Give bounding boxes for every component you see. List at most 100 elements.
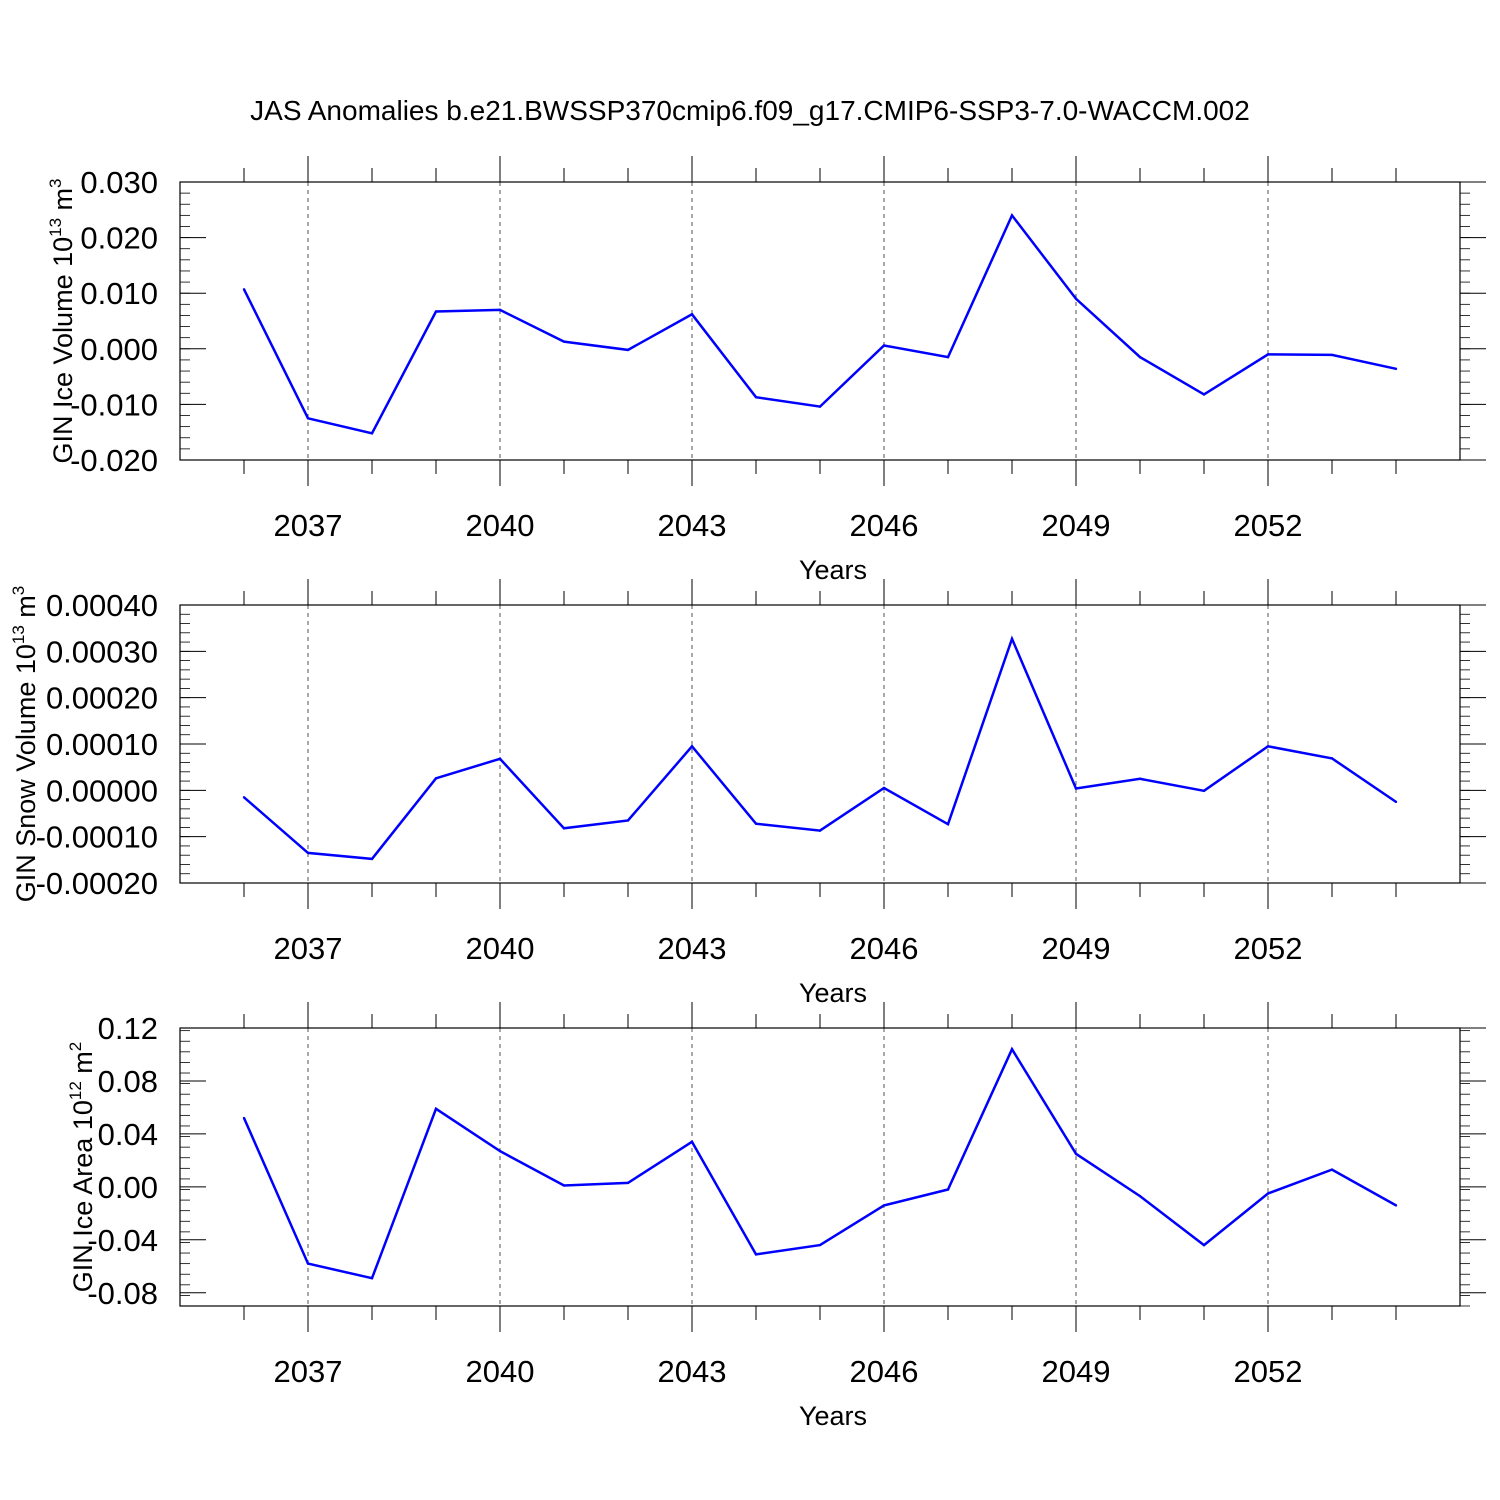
data-point [1202,393,1206,396]
data-point [242,1116,246,1120]
y-axis-label-unit: m [48,188,78,218]
x-tick-label: 2046 [850,1354,919,1389]
y-axis-label-exponent: 13 [46,218,65,237]
data-point [754,822,758,825]
y-axis-label-main: GIN Snow Volume 10 [11,644,41,902]
data-point [626,1181,630,1185]
data-point [1010,637,1014,641]
x-tick-label: 2049 [1042,1354,1111,1389]
y-tick-label: 0.00010 [46,727,158,762]
y-tick-label: 0.00020 [46,681,158,716]
data-point [562,827,566,830]
data-point [306,417,310,420]
data-point [1202,789,1206,792]
x-axis-label: Years [799,978,867,1008]
x-tick-label: 2043 [658,508,727,543]
data-point [1394,800,1398,804]
x-tick-label: 2037 [274,931,343,966]
data-point [1330,353,1334,357]
y-tick-label: -0.010 [70,387,158,422]
x-tick-label: 2040 [466,931,535,966]
data-point [562,1184,566,1187]
y-axis-label: GIN Ice Volume 1013 m3 [46,178,78,463]
data-point [882,1204,886,1207]
y-tick-label: -0.08 [87,1276,158,1311]
data-point [242,796,246,799]
data-point [1330,1168,1334,1171]
x-tick-label: 2040 [466,1354,535,1389]
data-point [1330,757,1334,760]
data-point [1394,1204,1398,1207]
data-point [1266,1192,1270,1195]
data-point [434,310,438,313]
y-tick-label: 0.08 [98,1064,158,1099]
data-point [690,1140,694,1144]
data-point [434,1107,438,1110]
data-point [370,432,374,435]
x-axis-label: Years [799,555,867,585]
x-tick-label: 2046 [850,508,919,543]
y-tick-label: 0.00040 [46,588,158,623]
data-point [754,395,758,399]
data-point [370,1277,374,1280]
y-tick-label: 0.000 [80,332,158,367]
data-point [370,857,374,861]
data-point [1138,777,1142,780]
data-point [1266,353,1270,356]
data-point [690,313,694,316]
y-axis-label: GIN Snow Volume 1013 m3 [9,586,41,903]
y-tick-label: 0.00 [98,1170,158,1205]
y-tick-label: -0.020 [70,443,158,478]
data-point [946,1188,950,1191]
x-tick-label: 2052 [1234,1354,1303,1389]
x-tick-label: 2043 [658,931,727,966]
data-point [626,348,630,352]
y-tick-label: 0.030 [80,165,158,200]
y-axis-label-unit-exponent: 3 [9,586,28,595]
y-axis-label-main: GIN Ice Area 10 [68,1100,98,1292]
series-line [243,635,1397,861]
data-point [690,745,694,748]
data-point [1202,1243,1206,1247]
x-tick-label: 2049 [1042,508,1111,543]
data-point [242,288,246,291]
data-point [434,777,438,780]
y-tick-label: 0.04 [98,1117,158,1152]
y-tick-label: -0.00010 [36,820,158,855]
x-tick-label: 2037 [274,1354,343,1389]
data-point [818,829,822,832]
y-axis-label-unit-exponent: 3 [46,178,65,187]
y-axis-label: GIN Ice Area 1012 m2 [66,1042,98,1293]
y-tick-label: -0.04 [87,1223,158,1258]
x-tick-label: 2052 [1234,508,1303,543]
data-point [306,1262,310,1265]
data-point [1074,787,1078,790]
x-axis-label: Years [799,1401,867,1431]
chart-panel-3: -0.08 -0.04 0.00 0.04 0.08 0.12 2037 2040 2043 20… [66,1002,1486,1431]
data-point [1010,1047,1014,1051]
x-tick-label: 2052 [1234,931,1303,966]
data-point [626,819,630,822]
data-point [754,1253,758,1256]
y-tick-label: -0.00020 [36,866,158,901]
data-point [946,822,950,826]
y-tick-label: 0.010 [80,276,158,311]
data-point [498,1149,502,1153]
data-point [562,340,566,343]
data-point [1138,1194,1142,1198]
x-tick-label: 2040 [466,508,535,543]
chart-title: JAS Anomalies b.e21.BWSSP370cmip6.f09_g1… [250,95,1250,126]
y-axis-label-exponent: 12 [66,1081,85,1100]
data-point [1074,297,1078,300]
data-point [1266,745,1270,748]
data-point [818,405,822,408]
series-line [242,212,1397,435]
chart-panel-1: -0.020 -0.010 0.000 0.010 0.020 0.030 2037 2040… [46,156,1486,585]
data-point [818,1243,822,1247]
y-tick-label: 0.12 [98,1011,158,1046]
data-point [1394,367,1398,371]
data-point [946,355,950,359]
y-tick-label: 0.020 [80,221,158,256]
y-axis-label-main: GIN Ice Volume 10 [48,237,78,464]
